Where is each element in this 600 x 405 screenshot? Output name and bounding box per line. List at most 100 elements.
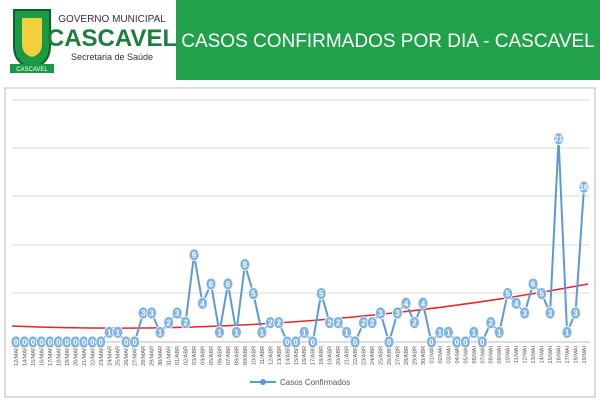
point <box>146 306 158 320</box>
x-tick-label: 15/MAI <box>548 346 554 364</box>
crest-label: CASCAVEL <box>16 67 48 73</box>
data-label: 0 <box>132 338 137 347</box>
x-tick-label: 27/MAR <box>133 346 139 366</box>
data-label: 5 <box>505 290 510 299</box>
point <box>570 306 581 320</box>
data-label: 0 <box>480 338 485 347</box>
x-tick-label: 08/ABR <box>234 346 240 365</box>
data-label: 2 <box>336 319 341 328</box>
point <box>163 316 174 330</box>
point <box>493 325 505 339</box>
data-label: 2 <box>277 319 282 328</box>
x-tick-label: 23/MAR <box>99 346 105 366</box>
data-label: 1 <box>302 328 307 337</box>
x-tick-label: 18/MAI <box>574 346 580 364</box>
x-tick-label: 12/MAI <box>523 346 529 364</box>
x-tick-label: 09/ABR <box>243 346 249 365</box>
x-tick-label: 13/MAI <box>531 346 537 364</box>
x-tick-label: 05/ABR <box>209 346 215 365</box>
x-tick-label: 18/ABR <box>319 346 325 365</box>
point <box>383 335 395 349</box>
legend-marker <box>260 379 266 385</box>
data-label: 0 <box>124 338 129 347</box>
x-tick-label: 24/MAR <box>107 346 113 366</box>
point <box>375 306 386 320</box>
point <box>502 287 514 301</box>
point <box>239 258 251 271</box>
x-tick-label: 04/ABR <box>201 346 207 365</box>
point <box>171 306 183 320</box>
x-tick-label: 23/ABR <box>362 346 368 365</box>
data-label: 0 <box>463 338 468 347</box>
point <box>180 316 191 330</box>
x-tick-label: 20/ABR <box>336 346 342 365</box>
data-label: 3 <box>141 309 146 318</box>
x-tick-label: 10/ABR <box>251 346 257 365</box>
x-tick-label: 25/ABR <box>379 346 385 365</box>
point <box>561 325 573 339</box>
x-tick-label: 03/ABR <box>192 346 198 365</box>
point <box>553 132 564 146</box>
point <box>298 325 310 339</box>
point <box>442 325 454 339</box>
point <box>95 335 107 349</box>
x-tick-label: 16/MAI <box>557 346 563 364</box>
x-tick-label: 12/MAR <box>14 346 20 366</box>
point <box>197 296 208 310</box>
point <box>222 277 234 291</box>
data-label: 0 <box>31 338 36 347</box>
x-tick-label: 30/MAR <box>158 346 164 366</box>
data-label: 6 <box>226 280 231 289</box>
x-tick-label: 02/MAI <box>438 346 444 364</box>
data-label: 1 <box>446 328 451 337</box>
x-tick-label: 28/MAR <box>141 346 147 366</box>
point <box>247 287 259 301</box>
data-label: 2 <box>361 319 366 328</box>
data-label: 3 <box>522 309 527 318</box>
data-label: 0 <box>73 338 78 347</box>
point <box>544 306 556 320</box>
legend-label: Casos Confirmados <box>280 378 350 387</box>
x-tick-label: 25/MAR <box>116 346 122 366</box>
x-tick-label: 22/ABR <box>353 346 359 365</box>
data-label: 9 <box>192 251 197 260</box>
x-tick-label: 17/MAI <box>565 346 571 364</box>
data-label: 0 <box>429 338 434 347</box>
x-tick-label: 12/ABR <box>268 346 274 365</box>
data-label: 6 <box>209 280 214 289</box>
data-label: 1 <box>234 328 239 337</box>
data-label: 1 <box>497 328 502 337</box>
data-label: 2 <box>412 319 417 328</box>
x-tick-label: 11/MAI <box>514 346 520 363</box>
point <box>307 335 319 349</box>
data-label: 1 <box>217 328 222 337</box>
data-label: 21 <box>554 135 563 144</box>
point <box>273 316 285 330</box>
city: CASCAVEL <box>47 25 177 52</box>
data-label: 5 <box>539 290 544 299</box>
data-label: 16 <box>580 183 589 192</box>
x-tick-label: 29/ABR <box>412 346 418 365</box>
point <box>485 316 497 330</box>
data-label: 0 <box>310 338 315 347</box>
crest-ribbon <box>10 64 54 73</box>
data-label: 0 <box>294 338 299 347</box>
point <box>536 287 548 301</box>
data-label: 8 <box>243 261 248 270</box>
data-label: 4 <box>200 299 205 308</box>
data-label: 1 <box>107 328 112 337</box>
x-tick-label: 31/MAR <box>167 346 173 366</box>
data-label: 1 <box>438 328 443 337</box>
data-label: 6 <box>531 280 536 289</box>
x-tick-label: 02/ABR <box>184 346 190 365</box>
x-tick-label: 22/MAR <box>90 346 96 366</box>
data-label: 3 <box>378 309 383 318</box>
data-label: 0 <box>99 338 104 347</box>
x-tick-label: 17/MAR <box>48 346 54 366</box>
point <box>459 335 471 349</box>
data-label: 4 <box>404 299 409 308</box>
x-tick-label: 26/ABR <box>387 346 393 365</box>
data-label: 0 <box>387 338 392 347</box>
data-label: 2 <box>327 319 332 328</box>
